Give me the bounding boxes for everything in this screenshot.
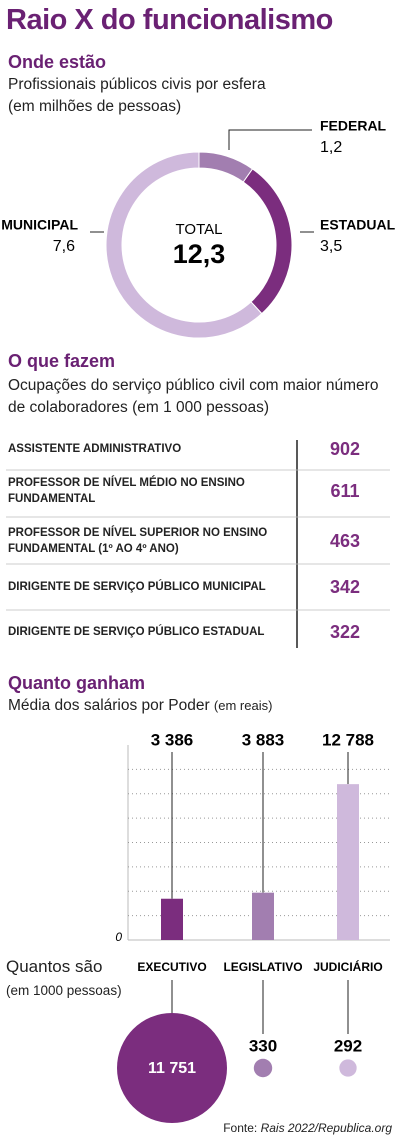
value-label: 3 386 xyxy=(151,730,194,749)
bubble xyxy=(117,1013,227,1123)
value-label: 1,2 xyxy=(320,139,342,156)
section-title: Onde estão xyxy=(8,52,107,72)
value-label: 12 788 xyxy=(322,730,374,749)
value-label: 3 883 xyxy=(242,730,285,749)
subtitle-text: Média dos salários por Poder xyxy=(8,697,210,714)
row-value: 611 xyxy=(330,481,359,501)
source-prefix: Fonte: xyxy=(223,1121,258,1135)
donut-segment xyxy=(198,151,254,183)
category-label: JUDICIÁRIO xyxy=(313,959,382,974)
category-label: LEGISLATIVO xyxy=(223,960,302,974)
row-value: 463 xyxy=(330,531,360,551)
donut-segment xyxy=(105,151,263,339)
y-tick-label: 0 xyxy=(115,930,122,944)
section-title: O que fazem xyxy=(8,351,116,371)
row-value: 342 xyxy=(330,577,360,597)
source-text: Rais 2022/Republica.org xyxy=(260,1121,392,1135)
section-title: Quanto ganham xyxy=(8,673,146,693)
category-label: EXECUTIVO xyxy=(137,960,206,974)
row-value: 322 xyxy=(330,622,360,642)
row-label: DIRIGENTE DE SERVIÇO PÚBLICO MUNICIPAL xyxy=(8,581,266,593)
bar xyxy=(252,892,274,940)
value-label: 330 xyxy=(249,1036,277,1055)
leader-line xyxy=(228,129,312,150)
unit: (em milhões de pessoas) xyxy=(8,98,182,115)
category-label: FEDERAL xyxy=(320,118,387,134)
bar xyxy=(337,784,359,940)
donut-segment xyxy=(242,168,293,315)
subtitle: (em 1000 pessoas) xyxy=(6,983,122,998)
row-value: 902 xyxy=(330,439,360,459)
unit: (em reais) xyxy=(213,698,273,713)
subtitle: Profissionais públicos civis por esfera xyxy=(8,76,266,93)
bar xyxy=(161,898,183,940)
row-label: PROFESSOR DE NÍVEL MÉDIO NO ENSINO FUNDA… xyxy=(8,477,245,505)
category-label: ESTADUAL xyxy=(320,217,396,233)
value-label: 3,5 xyxy=(320,238,342,255)
row-label: PROFESSOR DE NÍVEL SUPERIOR NO ENSINO FU… xyxy=(8,527,268,555)
value-label: 292 xyxy=(334,1036,362,1055)
center-value: 12,3 xyxy=(173,239,226,269)
value-label: 11 751 xyxy=(148,1060,196,1077)
row-label: DIRIGENTE DE SERVIÇO PÚBLICO ESTADUAL xyxy=(8,626,265,638)
subtitle: Ocupações do serviço público civil com m… xyxy=(8,377,379,416)
bubble xyxy=(339,1059,357,1077)
page-title: Raio X do funcionalismo xyxy=(6,4,333,36)
category-label: MUNICIPAL xyxy=(1,217,78,233)
section-title: Quantos são xyxy=(6,957,103,976)
subtitle: Média dos salários por Poder (em reais) xyxy=(8,695,272,717)
row-label: ASSISTENTE ADMINISTRATIVO xyxy=(8,443,182,455)
bubble xyxy=(253,1058,273,1078)
source: Fonte: Rais 2022/Republica.org xyxy=(223,1117,392,1139)
center-label: TOTAL xyxy=(176,221,223,238)
value-label: 7,6 xyxy=(53,238,75,255)
